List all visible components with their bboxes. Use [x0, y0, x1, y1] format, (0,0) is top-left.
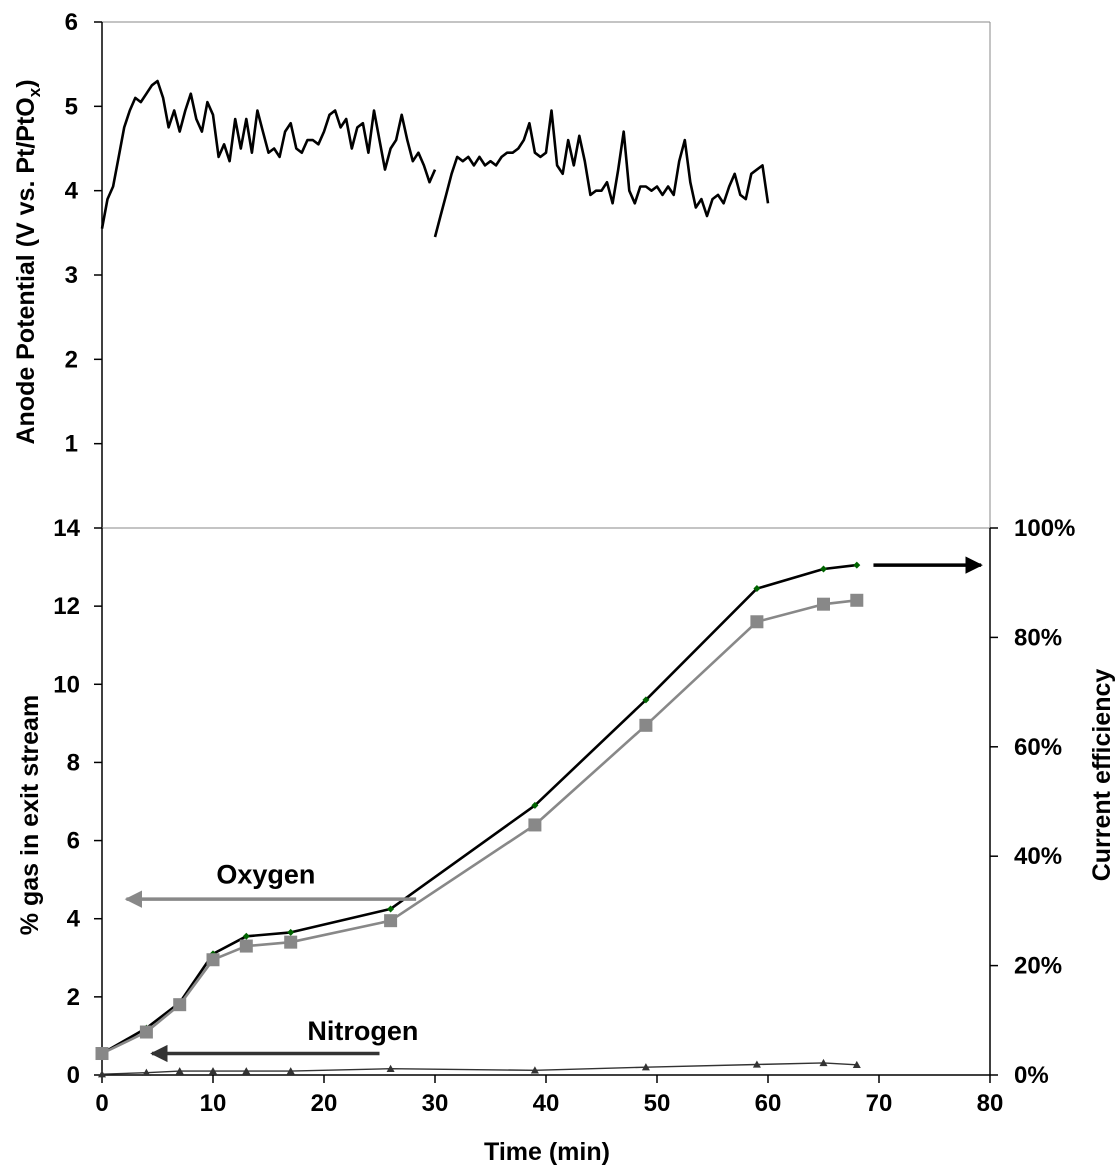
top-y-axis-title: Anode Potential (V vs. Pt/PtOx)	[12, 79, 44, 444]
top-y-axis-title-tail: )	[12, 79, 40, 87]
x-tick-label: 30	[422, 1090, 449, 1117]
top-y-ticks: 1 2 3 4 5 6	[65, 9, 102, 458]
series-square-point	[139, 1025, 153, 1039]
series-square-point	[639, 718, 653, 732]
bottom-series-group	[95, 561, 864, 1078]
top-y-axis-title-subscript: x	[25, 87, 44, 97]
series-square-point	[239, 939, 253, 953]
bottom-y2-ticks: 0% 20% 40% 60% 80% 100%	[990, 515, 1075, 1089]
bottom-y-tick-label: 4	[67, 906, 81, 933]
x-tick-label: 0	[95, 1090, 108, 1117]
bottom-y-tick-label: 0	[67, 1062, 80, 1089]
bottom-y2-axis-title: Current efficiency	[1088, 669, 1116, 882]
series-diamond-line	[101, 563, 857, 1055]
anode-potential-line-segment-2	[433, 109, 770, 238]
bottom-y-tick-label: 12	[53, 593, 80, 620]
series-triangle-point	[286, 1067, 295, 1075]
top-panel: 1 2 3 4 5 6 Anode Potential (V vs. Pt/PtOx)	[12, 9, 991, 528]
top-y-tick-label: 5	[65, 93, 78, 120]
x-tick-label: 10	[200, 1090, 227, 1117]
series-triangle-point	[142, 1068, 151, 1076]
series-diamond-point	[531, 801, 539, 809]
series-triangle-point	[386, 1064, 395, 1072]
top-y-tick-label: 4	[65, 178, 79, 205]
series-diamond-point	[642, 696, 650, 704]
bottom-x-ticks: 0 10 20 30 40 50 60 70 80	[95, 1075, 1003, 1117]
anode-potential-line-segment-1	[100, 79, 437, 229]
bottom-y-tick-label: 14	[53, 515, 80, 542]
x-axis-title: Time (min)	[484, 1138, 610, 1165]
bottom-y2-tick-label: 60%	[1014, 734, 1062, 761]
x-tick-label: 50	[644, 1090, 671, 1117]
bottom-y-tick-label: 6	[67, 828, 80, 855]
series-triangle-point	[175, 1067, 184, 1075]
bottom-y2-tick-label: 0%	[1014, 1062, 1049, 1089]
series-square-point	[173, 998, 187, 1012]
x-tick-label: 70	[866, 1090, 893, 1117]
series-square-point	[528, 818, 542, 832]
bottom-y2-tick-label: 100%	[1014, 515, 1075, 542]
top-series-group	[100, 79, 770, 238]
bottom-y-tick-label: 8	[67, 749, 80, 776]
top-y-tick-label: 2	[65, 346, 78, 373]
top-y-tick-label: 3	[65, 262, 78, 289]
x-tick-label: 80	[977, 1090, 1004, 1117]
series-diamond-point	[853, 561, 861, 569]
series-triangle-line	[101, 1062, 857, 1075]
top-y-tick-label: 6	[65, 9, 78, 36]
x-tick-label: 20	[311, 1090, 338, 1117]
series-square-point	[817, 597, 830, 611]
series-diamond-point	[753, 585, 761, 593]
bottom-panel: 0 2 4 6 8 10 12 14 0% 20% 40% 60% 80% 100% 0 10 20 30 40…	[16, 515, 1116, 1165]
series-triangle-point	[641, 1063, 650, 1071]
series-square-point	[850, 593, 864, 607]
series-diamond-point	[287, 928, 295, 936]
bottom-y-ticks: 0 2 4 6 8 10 12 14	[53, 515, 102, 1089]
series-triangle-point	[98, 1070, 106, 1078]
series-triangle-point	[852, 1060, 861, 1069]
top-y-tick-label: 1	[65, 431, 78, 458]
bottom-y2-tick-label: 20%	[1014, 953, 1062, 980]
bottom-y-axis-title: % gas in exit stream	[16, 695, 44, 935]
bottom-y2-tick-label: 40%	[1014, 843, 1062, 870]
top-y-axis-title-main: Anode Potential (V vs. Pt/PtO	[12, 97, 40, 444]
bottom-y2-tick-label: 80%	[1014, 624, 1062, 651]
series-diamond-point	[820, 565, 827, 573]
bottom-annotations: Oxygen Nitrogen	[124, 556, 983, 1063]
series-square-point	[750, 615, 764, 629]
series-square-point	[284, 935, 298, 949]
series-triangle-point	[530, 1066, 539, 1074]
series-triangle-point	[242, 1067, 251, 1075]
x-tick-label: 40	[533, 1090, 560, 1117]
series-square-point	[95, 1047, 109, 1061]
x-tick-label: 60	[755, 1090, 782, 1117]
bottom-y-tick-label: 10	[53, 671, 80, 698]
bottom-y-tick-label: 2	[67, 984, 80, 1011]
series-square-point	[384, 914, 398, 928]
series-square-line	[101, 599, 857, 1055]
annotation-label-oxygen: Oxygen	[216, 860, 315, 890]
series-diamond-point	[387, 905, 395, 913]
series-triangle-point	[209, 1067, 217, 1075]
series-diamond-point	[242, 932, 250, 940]
series-triangle-point	[752, 1060, 761, 1068]
series-square-point	[206, 953, 220, 967]
annotation-label-nitrogen: Nitrogen	[307, 1016, 418, 1046]
series-triangle-point	[819, 1058, 828, 1067]
